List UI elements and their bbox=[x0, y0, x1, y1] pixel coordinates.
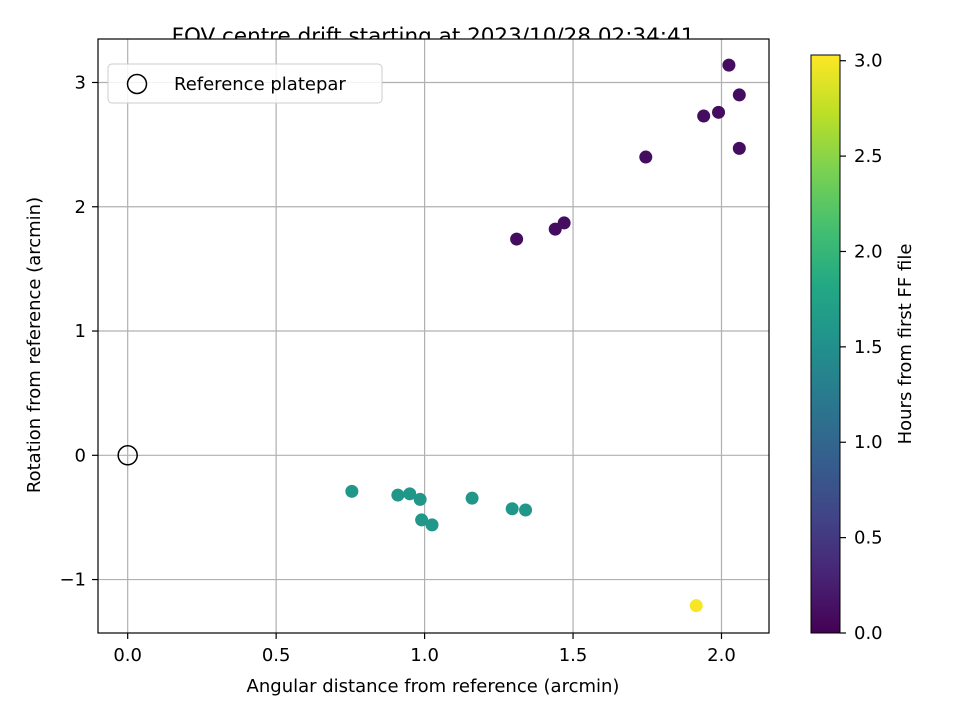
data-point bbox=[391, 488, 405, 502]
data-point bbox=[425, 518, 439, 532]
x-tick-label: 0.0 bbox=[113, 645, 142, 666]
data-point bbox=[413, 492, 427, 506]
y-tick-label: 2 bbox=[75, 197, 86, 218]
x-tick-label: 0.5 bbox=[262, 645, 291, 666]
y-axis-ticks: −1 0 1 2 3 bbox=[59, 72, 98, 591]
x-axis-ticks: 0.0 0.5 1.0 1.5 2.0 bbox=[113, 633, 736, 666]
data-point bbox=[345, 484, 359, 498]
colorbar-tick-label: 1.5 bbox=[854, 337, 883, 358]
data-point bbox=[510, 232, 524, 246]
y-tick-label: 1 bbox=[75, 321, 86, 342]
plot-background bbox=[98, 39, 769, 633]
colorbar-tick-label: 3.0 bbox=[854, 51, 883, 72]
data-point bbox=[519, 503, 533, 517]
data-point bbox=[557, 216, 571, 230]
data-point bbox=[689, 599, 703, 613]
data-point bbox=[403, 487, 417, 501]
colorbar-gradient bbox=[811, 55, 840, 633]
x-tick-label: 1.5 bbox=[559, 645, 588, 666]
y-gridlines bbox=[98, 81, 769, 581]
colorbar-tick-label: 1.0 bbox=[854, 432, 883, 453]
colorbar: 0.0 0.5 1.0 1.5 2.0 2.5 3.0 Hours from first F… bbox=[810, 51, 916, 644]
x-tick-label: 2.0 bbox=[707, 645, 736, 666]
y-axis-label: Rotation from reference (arcmin) bbox=[24, 197, 45, 493]
data-point bbox=[415, 513, 429, 527]
colorbar-tick-label: 0.5 bbox=[854, 528, 883, 549]
plot-frame bbox=[97, 38, 770, 634]
reference-platepar-marker bbox=[117, 445, 138, 466]
legend: Reference platepar bbox=[107, 63, 383, 104]
data-point bbox=[712, 105, 726, 119]
data-point bbox=[732, 88, 746, 102]
legend-box bbox=[107, 63, 383, 104]
colorbar-label: Hours from first FF file bbox=[895, 244, 916, 445]
x-tick-label: 1.0 bbox=[410, 645, 439, 666]
data-point bbox=[465, 491, 479, 505]
x-axis-label: Angular distance from reference (arcmin) bbox=[247, 676, 620, 697]
data-point bbox=[697, 109, 711, 123]
legend-label: Reference platepar bbox=[174, 74, 346, 95]
data-point bbox=[732, 141, 746, 155]
colorbar-tick-label: 2.0 bbox=[854, 241, 883, 262]
data-point bbox=[505, 502, 519, 516]
x-gridlines bbox=[127, 39, 723, 633]
plot-area bbox=[97, 38, 770, 634]
y-tick-label: 0 bbox=[75, 445, 86, 466]
colorbar-ticks: 0.0 0.5 1.0 1.5 2.0 2.5 3.0 bbox=[840, 51, 883, 644]
data-point bbox=[639, 150, 653, 164]
colorbar-frame bbox=[810, 54, 841, 634]
legend-open-circle-marker bbox=[126, 73, 148, 95]
y-tick-label: −1 bbox=[59, 570, 86, 591]
y-tick-label: 3 bbox=[75, 72, 86, 93]
colorbar-tick-label: 0.0 bbox=[854, 623, 883, 644]
data-points bbox=[345, 58, 746, 613]
data-point bbox=[722, 58, 736, 72]
colorbar-tick-label: 2.5 bbox=[854, 146, 883, 167]
